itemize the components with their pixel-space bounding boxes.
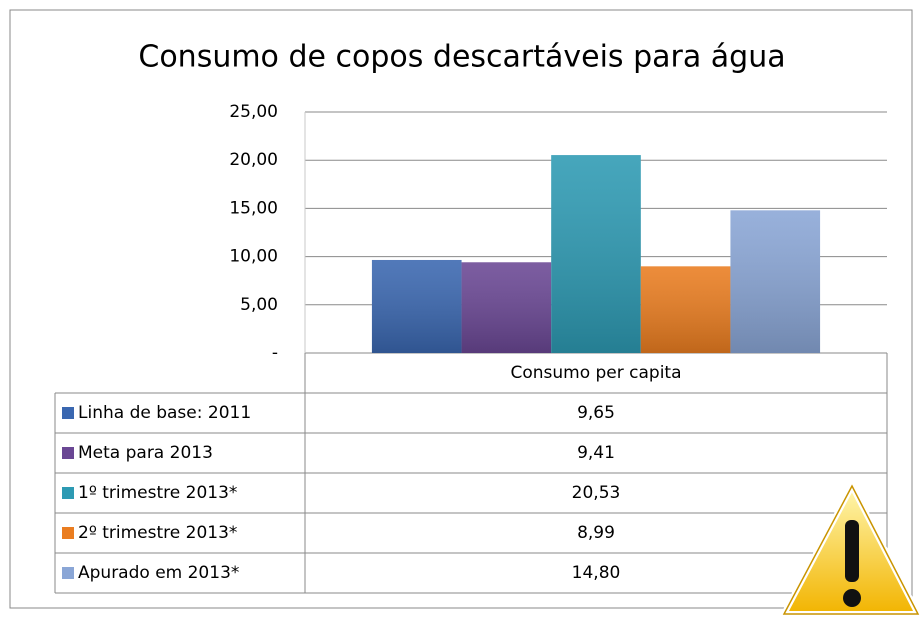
legend-swatch [62,567,74,579]
legend-label: 1º trimestre 2013* [78,483,237,503]
legend-swatch [62,487,74,499]
legend-label: Apurado em 2013* [78,563,239,583]
x-tick-label: Consumo per capita [510,363,681,383]
data-label: 9,41 [577,443,615,463]
legend-swatch [62,447,74,459]
legend-swatch [62,527,74,539]
y-tick-label: - [272,343,278,363]
chart-title: Consumo de copos descartáveis para água [138,40,785,75]
legend-label: 2º trimestre 2013* [78,523,237,543]
bar-shade [461,262,552,353]
bar-shade [640,266,731,353]
data-label: 20,53 [572,483,621,503]
data-label: 9,65 [577,403,615,423]
legend-swatch [62,407,74,419]
warning-icon [781,483,921,617]
y-tick-label: 15,00 [229,198,278,218]
y-tick-label: 25,00 [229,102,278,122]
legend-label: Linha de base: 2011 [78,403,251,423]
bar-shade [371,259,462,353]
data-label: 8,99 [577,523,615,543]
bar-shade [730,210,821,353]
bar-shade [551,155,641,353]
y-tick-label: 5,00 [240,295,278,315]
data-label: 14,80 [572,563,621,583]
y-tick-label: 20,00 [229,150,278,170]
legend-label: Meta para 2013 [78,443,213,463]
y-tick-label: 10,00 [229,247,278,267]
